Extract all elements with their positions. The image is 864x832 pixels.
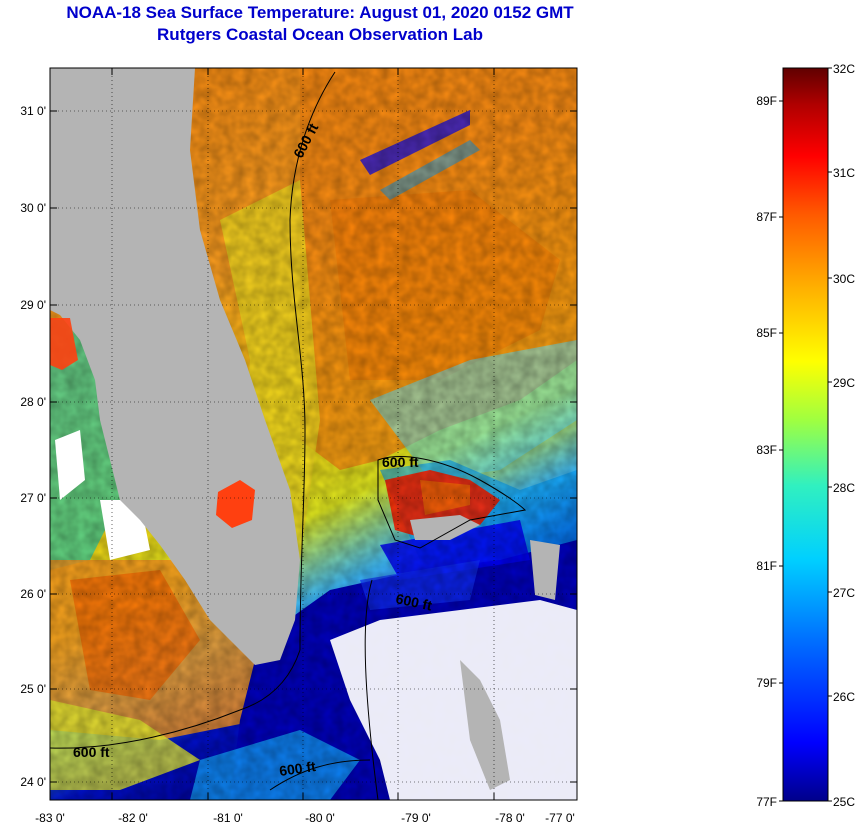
colorbar-celsius-label: 26C (833, 690, 855, 704)
map-frame (49, 67, 578, 801)
colorbar-scale (782, 67, 829, 802)
colorbar-fahrenheit-label: 77F (756, 795, 777, 809)
contour-label: 600 ft (278, 758, 317, 779)
lon-tick-label: -82 0' (118, 811, 148, 825)
frame-ticks (50, 68, 577, 800)
lon-tick-label: -81 0' (213, 811, 243, 825)
lat-tick-label: 31 0' (20, 104, 46, 118)
colorbar-celsius-label: 25C (833, 795, 855, 809)
contour-line (50, 649, 301, 749)
contour-line (364, 579, 379, 800)
colorbar-celsius-label: 27C (833, 586, 855, 600)
colorbar-fahrenheit-label: 89F (756, 94, 777, 108)
colorbar-fahrenheit-label: 87F (756, 210, 777, 224)
lon-tick-labels: -83 0' -82 0' -81 0' -80 0' -79 0' -78 0… (35, 811, 575, 825)
colorbar-celsius-label: 29C (833, 376, 855, 390)
lat-tick-label: 28 0' (20, 395, 46, 409)
map-subtitle: Rutgers Coastal Ocean Observation Lab (157, 25, 483, 44)
lon-tick-label: -78 0' (495, 811, 525, 825)
contour-line (377, 456, 527, 549)
lat-tick-label: 26 0' (20, 587, 46, 601)
depth-contours (50, 71, 527, 800)
colorbar-fahrenheit-label: 83F (756, 443, 777, 457)
colorbar-celsius-label: 28C (833, 481, 855, 495)
lat-tick-label: 27 0' (20, 491, 46, 505)
colorbar-celsius-label: 30C (833, 272, 855, 286)
contour-label: 600 ft (382, 454, 419, 470)
contour-line (269, 759, 371, 791)
colorbar-celsius-label: 31C (833, 166, 855, 180)
lat-tick-label: 29 0' (20, 298, 46, 312)
colorbar-celsius-label: 32C (833, 62, 855, 76)
lat-tick-labels: 31 0' 30 0' 29 0' 28 0' 27 0' 26 0' 25 0… (20, 104, 46, 789)
lon-tick-label: -77 0' (545, 811, 575, 825)
colorbar-fahrenheit-label: 81F (756, 559, 777, 573)
colorbar-fahrenheit-label: 85F (756, 326, 777, 340)
lat-tick-label: 24 0' (20, 775, 46, 789)
lon-tick-label: -83 0' (35, 811, 65, 825)
colorbar: 32C 31C 30C 29C 28C 27C 26C 25C 89F 87F … (756, 62, 855, 809)
map-title: NOAA-18 Sea Surface Temperature: August … (66, 3, 574, 22)
contour-label: 600 ft (394, 590, 433, 613)
lon-tick-label: -79 0' (401, 811, 431, 825)
lat-tick-label: 30 0' (20, 201, 46, 215)
lat-tick-label: 25 0' (20, 682, 46, 696)
lon-tick-label: -80 0' (305, 811, 335, 825)
contour-line (289, 71, 336, 651)
sst-image (50, 68, 577, 800)
contour-label: 600 ft (73, 744, 110, 760)
colorbar-fahrenheit-label: 79F (756, 676, 777, 690)
